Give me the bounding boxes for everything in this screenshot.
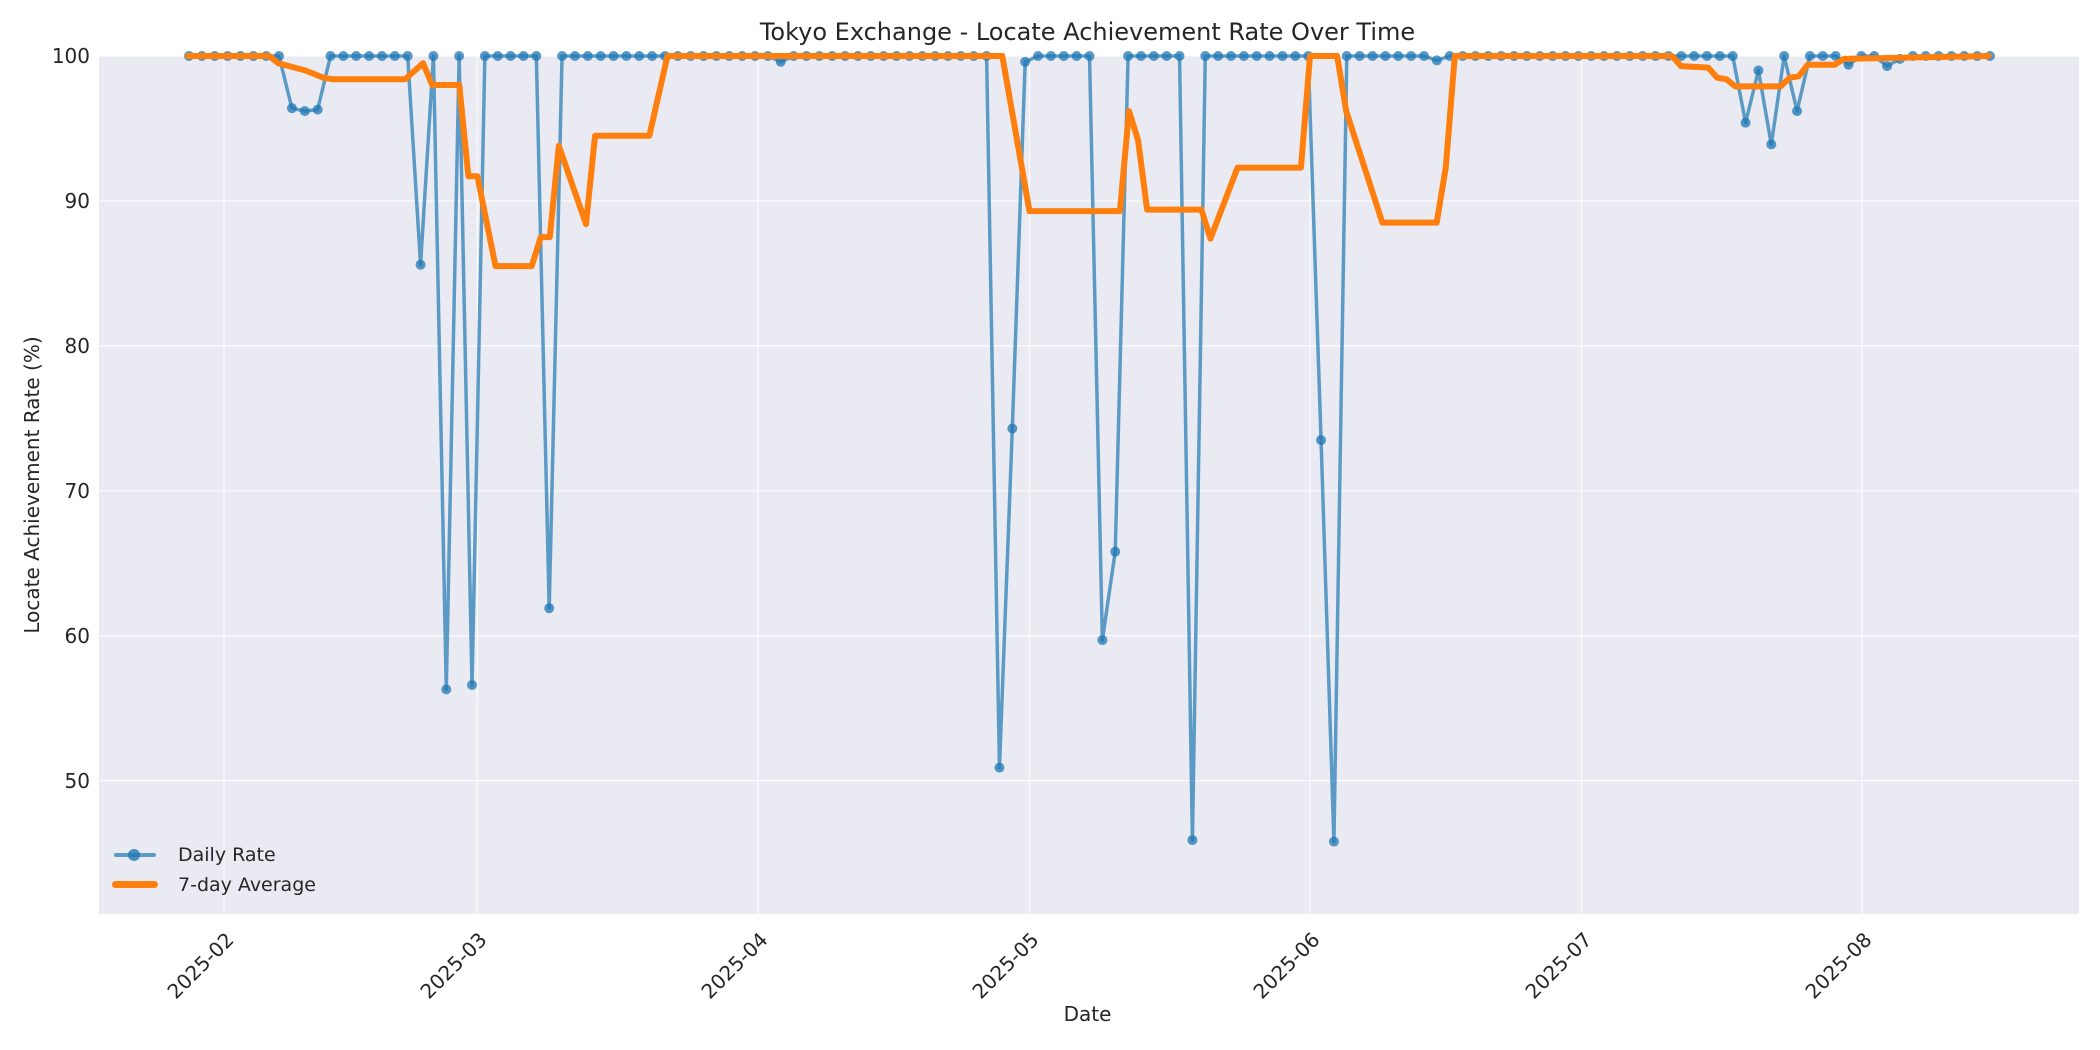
data-point — [518, 51, 529, 61]
data-point — [1753, 65, 1764, 76]
data-point — [557, 51, 568, 61]
data-point — [595, 51, 606, 61]
plot-area — [99, 56, 2079, 914]
data-point — [1727, 51, 1738, 61]
data-point — [1045, 51, 1056, 61]
data-point — [1766, 139, 1777, 150]
series-7-day-average — [184, 53, 1992, 270]
data-point — [1200, 51, 1211, 61]
data-point — [467, 680, 478, 691]
data-point — [1406, 51, 1417, 61]
y-tick-label: 50 — [64, 768, 90, 793]
data-point — [1007, 423, 1018, 434]
y-tick-label: 90 — [64, 188, 90, 213]
data-point — [1393, 51, 1404, 61]
data-point — [492, 51, 503, 61]
legend-item-daily-rate: Daily Rate — [110, 840, 316, 870]
data-point — [505, 51, 516, 61]
data-point — [312, 104, 323, 115]
data-point — [351, 51, 362, 61]
data-point — [1213, 51, 1224, 61]
thick-line-icon — [110, 877, 160, 893]
data-point — [1020, 56, 1031, 67]
data-point — [1058, 51, 1069, 61]
chart-title: Tokyo Exchange - Locate Achievement Rate… — [759, 18, 1416, 46]
data-point — [647, 51, 658, 61]
data-point — [364, 51, 375, 61]
data-point — [286, 103, 297, 114]
data-point — [1882, 61, 1893, 72]
data-point — [1380, 51, 1391, 61]
data-point — [544, 603, 555, 614]
data-point — [1071, 51, 1082, 61]
data-point — [441, 684, 452, 695]
data-point — [531, 51, 542, 61]
data-point — [428, 51, 439, 61]
data-point — [1033, 51, 1044, 61]
y-tick-label: 70 — [64, 478, 90, 503]
data-point — [415, 259, 426, 270]
legend: Daily Rate 7-day Average — [110, 840, 316, 900]
legend-label: Daily Rate — [178, 844, 276, 866]
data-point — [994, 762, 1005, 773]
legend-item-7-day-average: 7-day Average — [110, 870, 316, 900]
data-point — [1779, 51, 1790, 61]
gridlines — [99, 55, 2079, 914]
data-point — [1174, 51, 1185, 61]
data-point — [1148, 51, 1159, 61]
data-point — [454, 51, 465, 61]
line-marker-icon — [110, 847, 160, 863]
data-point — [1328, 836, 1339, 847]
data-point — [1277, 51, 1288, 61]
data-point — [1367, 51, 1378, 61]
data-point — [634, 51, 645, 61]
data-point — [389, 51, 400, 61]
data-point — [479, 51, 490, 61]
data-point — [402, 51, 413, 61]
data-point — [1135, 51, 1146, 61]
data-point — [325, 51, 336, 61]
data-point — [1354, 51, 1365, 61]
data-point — [1431, 55, 1442, 66]
data-point — [582, 51, 593, 61]
data-point — [1238, 51, 1249, 61]
data-point — [1830, 51, 1841, 61]
data-point — [1316, 435, 1327, 446]
data-point — [1226, 51, 1237, 61]
data-point — [1689, 51, 1700, 61]
y-tick-label: 60 — [64, 623, 90, 648]
data-point — [1084, 51, 1095, 61]
data-point — [1714, 51, 1725, 61]
data-point — [621, 51, 632, 61]
series-layer — [184, 51, 1995, 847]
data-point — [1740, 117, 1751, 128]
data-point — [1264, 51, 1275, 61]
data-point — [1676, 51, 1687, 61]
data-point — [1097, 635, 1108, 646]
data-point — [1123, 51, 1134, 61]
data-point — [1341, 51, 1352, 61]
data-point — [1817, 51, 1828, 61]
data-point — [1251, 51, 1262, 61]
x-axis-label: Date — [1063, 1002, 1112, 1026]
data-point — [569, 51, 580, 61]
data-point — [1804, 51, 1815, 61]
data-point — [1187, 835, 1198, 846]
data-point — [1701, 51, 1712, 61]
legend-label: 7-day Average — [178, 874, 316, 896]
data-point — [1792, 106, 1803, 117]
data-point — [775, 56, 786, 67]
data-point — [1843, 59, 1854, 70]
data-point — [608, 51, 619, 61]
data-point — [1110, 546, 1121, 557]
y-tick-label: 80 — [64, 333, 90, 358]
data-point — [338, 51, 349, 61]
data-point — [1161, 51, 1172, 61]
y-tick-label: 100 — [51, 44, 90, 68]
data-point — [376, 51, 387, 61]
data-point — [1290, 51, 1301, 61]
data-point — [299, 106, 310, 117]
data-point — [1418, 51, 1429, 61]
